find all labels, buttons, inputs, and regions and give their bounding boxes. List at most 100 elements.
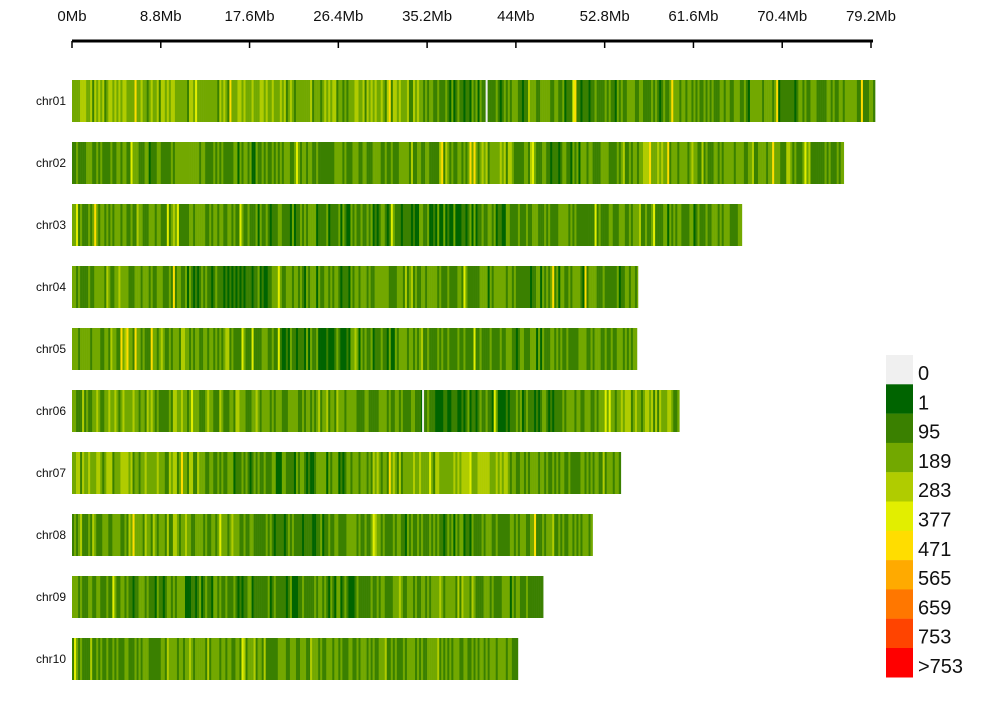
density-bin — [451, 638, 454, 680]
density-bin — [142, 452, 145, 494]
density-bin — [247, 514, 250, 556]
density-bin — [417, 266, 420, 308]
density-bin — [471, 142, 474, 184]
density-bin — [215, 266, 218, 308]
density-bin — [406, 142, 410, 184]
density-bin — [289, 576, 293, 618]
chromosome-label: chr06 — [36, 404, 66, 418]
tick-label: 52.8Mb — [580, 8, 630, 25]
density-bin — [511, 266, 515, 308]
density-bin — [455, 452, 458, 494]
density-bin — [120, 204, 123, 246]
density-bin — [608, 266, 612, 308]
density-bin — [352, 80, 355, 122]
density-bin — [701, 204, 704, 246]
density-bin — [731, 204, 735, 246]
density-bin — [374, 328, 377, 370]
density-bin — [402, 452, 406, 494]
density-bin — [217, 514, 220, 556]
density-bin — [138, 452, 141, 494]
density-bin — [98, 390, 101, 432]
density-bin — [521, 142, 525, 184]
density-bin — [322, 142, 325, 184]
density-bin — [540, 328, 543, 370]
density-bin — [219, 204, 222, 246]
density-bin — [548, 80, 551, 122]
density-bin — [195, 204, 198, 246]
density-bin — [324, 514, 327, 556]
density-bin — [104, 638, 107, 680]
density-bin — [156, 80, 160, 122]
density-bin — [435, 576, 438, 618]
density-bin — [497, 142, 501, 184]
density-bin — [182, 576, 186, 618]
density-bin — [362, 390, 365, 432]
density-bin — [388, 390, 392, 432]
density-bin — [586, 80, 589, 122]
density-bin — [624, 80, 628, 122]
density-bin — [116, 328, 119, 370]
density-bin — [634, 142, 638, 184]
density-bin — [429, 80, 432, 122]
density-bin — [146, 638, 149, 680]
density-bin — [477, 576, 480, 618]
density-bin — [164, 142, 168, 184]
density-bin — [116, 452, 119, 494]
density-bin — [394, 638, 398, 680]
density-bin — [76, 514, 79, 556]
density-bin — [421, 142, 424, 184]
density-bin — [88, 328, 91, 370]
density-bin — [251, 514, 254, 556]
density-bin — [354, 390, 357, 432]
density-bin — [328, 266, 331, 308]
density-bin — [517, 390, 521, 432]
density-bin — [78, 638, 81, 680]
density-bin — [172, 266, 176, 308]
density-bin — [469, 638, 472, 680]
density-bin — [88, 638, 91, 680]
density-bin — [628, 266, 632, 308]
density-bin — [219, 638, 222, 680]
density-bin — [810, 80, 813, 122]
density-bin — [243, 80, 246, 122]
density-bin — [82, 80, 85, 122]
density-bin — [384, 142, 388, 184]
density-bin — [203, 204, 206, 246]
density-bin — [386, 452, 390, 494]
density-bin — [340, 452, 343, 494]
density-bin — [457, 142, 460, 184]
density-bin — [703, 142, 706, 184]
density-bin — [441, 514, 444, 556]
density-bin — [564, 514, 567, 556]
legend-swatch — [886, 618, 913, 649]
density-bin — [223, 452, 226, 494]
density-bin — [342, 328, 345, 370]
density-bin — [368, 576, 371, 618]
density-bin — [703, 80, 706, 122]
density-bin — [229, 576, 232, 618]
density-bin — [219, 142, 222, 184]
density-bin — [239, 638, 242, 680]
density-bin — [156, 576, 160, 618]
density-bin — [348, 390, 351, 432]
density-bin — [592, 80, 595, 122]
density-bin — [410, 638, 414, 680]
density-bin — [154, 576, 158, 618]
density-bin — [473, 390, 476, 432]
density-bin — [211, 80, 214, 122]
density-bin — [110, 576, 113, 618]
density-bin — [495, 266, 499, 308]
density-bin — [164, 204, 168, 246]
density-bin — [356, 514, 359, 556]
density-bin — [148, 204, 151, 246]
density-bin — [435, 142, 438, 184]
density-bin — [350, 452, 353, 494]
density-bin — [269, 638, 273, 680]
density-bin — [425, 576, 428, 618]
density-bin — [209, 576, 212, 618]
density-bin — [195, 328, 198, 370]
density-bin — [441, 390, 444, 432]
density-bin — [634, 80, 638, 122]
density-bin — [489, 328, 492, 370]
density-bin — [457, 576, 460, 618]
